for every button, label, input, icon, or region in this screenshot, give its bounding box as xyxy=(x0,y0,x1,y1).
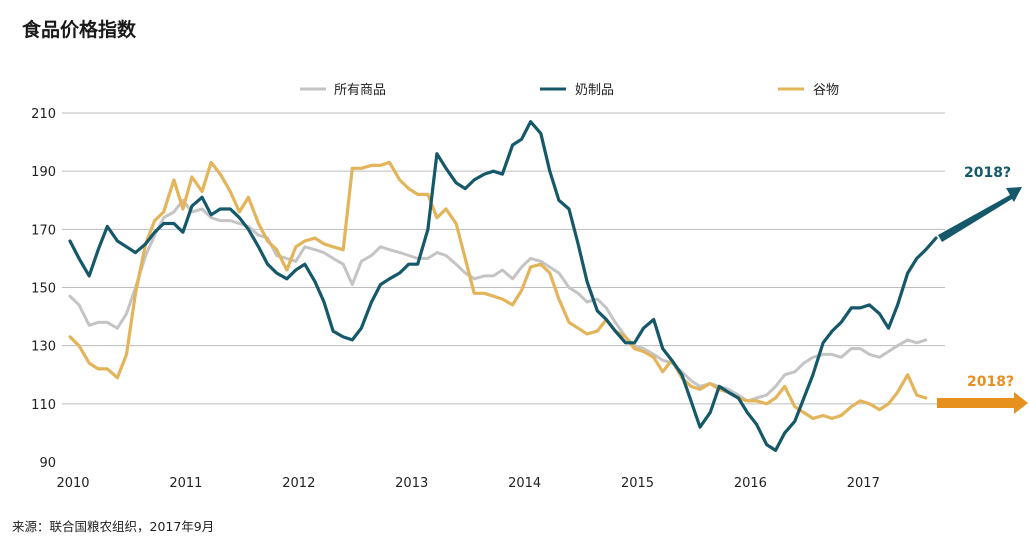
cereals-forecast-arrow xyxy=(937,392,1028,414)
x-tick-label: 2013 xyxy=(395,476,428,491)
x-tick-label: 2015 xyxy=(621,476,654,491)
series-lines xyxy=(68,120,938,452)
gridlines xyxy=(62,112,945,405)
y-tick-label: 130 xyxy=(31,340,56,355)
x-tick-label: 2014 xyxy=(508,476,541,491)
x-tick-label: 2017 xyxy=(847,476,880,491)
y-tick-label: 90 xyxy=(39,456,56,471)
dairy-forecast-label: 2018? xyxy=(964,165,1011,181)
y-tick-label: 150 xyxy=(31,282,56,297)
legend-label-cereals: 谷物 xyxy=(813,83,839,98)
cereals-forecast-label: 2018? xyxy=(967,374,1014,390)
annotation-arrows: 2018? 2018? xyxy=(937,165,1028,414)
legend: 所有商品 奶制品 谷物 xyxy=(300,83,839,98)
x-tick-label: 2012 xyxy=(282,476,315,491)
y-tick-label: 170 xyxy=(31,223,56,238)
series-line-cereals xyxy=(68,160,928,420)
x-axis-ticks: 2010 2011 2012 2013 2014 2015 2016 2017 xyxy=(56,476,879,491)
legend-label-dairy: 奶制品 xyxy=(575,83,614,98)
x-tick-label: 2016 xyxy=(734,476,767,491)
source-note: 来源：联合国粮农组织，2017年9月 xyxy=(12,519,214,534)
series-line-all-commodities xyxy=(68,198,928,403)
dairy-forecast-arrow xyxy=(938,187,1022,242)
y-tick-label: 110 xyxy=(31,398,56,413)
y-tick-label: 210 xyxy=(31,107,56,122)
series-line-dairy xyxy=(68,120,938,452)
y-tick-label: 190 xyxy=(31,165,56,180)
legend-label-all-commodities: 所有商品 xyxy=(334,83,386,98)
y-axis-ticks: 90 110 130 150 170 190 210 xyxy=(31,107,56,471)
x-tick-label: 2011 xyxy=(169,476,202,491)
chart-title: 食品价格指数 xyxy=(22,18,137,41)
x-tick-label: 2010 xyxy=(56,476,89,491)
